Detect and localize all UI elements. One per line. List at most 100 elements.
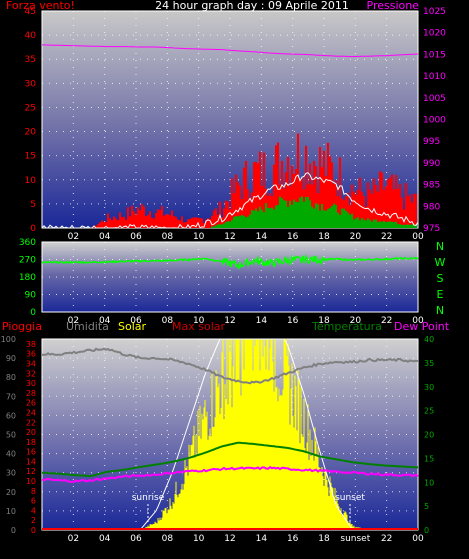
x-tick-label-p1-grid-5: 12 bbox=[224, 232, 235, 242]
direction-line bbox=[41, 254, 419, 270]
x-tick-label-p3-grid-4: 10 bbox=[193, 534, 205, 544]
y-right-tick-0: 975 bbox=[423, 224, 440, 234]
y-rain-tick-16: 32 bbox=[26, 369, 36, 378]
compass-w: W bbox=[435, 256, 446, 269]
compass-n-top: N bbox=[436, 240, 444, 253]
sunset-label: sunset bbox=[335, 493, 365, 503]
y-rain-tick-8: 16 bbox=[26, 448, 36, 457]
x-tick-label-p3-grid-9: sunset bbox=[340, 534, 370, 544]
y-rain-tick-15: 30 bbox=[26, 379, 36, 388]
y-right-tick-9: 1020 bbox=[423, 29, 446, 39]
y-rain-tick-19: 38 bbox=[26, 340, 36, 349]
x-tick-label-p2-grid-6: 14 bbox=[256, 316, 268, 326]
y-temp-tick-6: 30 bbox=[424, 383, 434, 392]
legend-solar: Solar bbox=[118, 320, 147, 333]
y-rain-tick-1: 2 bbox=[31, 516, 36, 525]
y-temp-tick-5: 25 bbox=[424, 407, 434, 416]
x-tick-label-p2-grid-4: 10 bbox=[193, 316, 205, 326]
y-hum-tick-7: 70 bbox=[6, 392, 16, 401]
y-rain-tick-18: 36 bbox=[26, 350, 36, 359]
x-tick-label-p1-grid-9: 20 bbox=[350, 232, 362, 242]
y-hum-tick-4: 40 bbox=[6, 450, 16, 459]
y-rain-tick-14: 28 bbox=[26, 389, 36, 398]
axis-labels: 02 04 06 08 10 12 14 16 18 20 22 000510152025303540… bbox=[1, 7, 446, 544]
panel-direction-grid bbox=[42, 241, 419, 313]
x-tick-label-p2-grid-9: 20 bbox=[350, 316, 362, 326]
y-temp-tick-1: 5 bbox=[424, 502, 429, 511]
x-tick-label-p1-grid-6: 14 bbox=[256, 232, 268, 242]
panel-climate-series bbox=[41, 338, 419, 531]
legend-rain: Pioggia bbox=[2, 320, 42, 333]
y-temp-tick-2: 10 bbox=[424, 478, 434, 487]
y-rain-tick-17: 34 bbox=[26, 359, 36, 368]
climate-legend: Pioggia Umidita Solar Max solar Temperat… bbox=[2, 320, 450, 333]
y-dir-tick-1: 90 bbox=[25, 291, 37, 301]
y-rain-tick-5: 10 bbox=[26, 477, 36, 486]
y-rain-tick-9: 18 bbox=[26, 438, 36, 447]
x-tick-label-p2-grid-5: 12 bbox=[224, 316, 235, 326]
y-rain-tick-12: 24 bbox=[26, 408, 36, 417]
y-rain-tick-11: 22 bbox=[26, 418, 36, 427]
y-rain-tick-2: 4 bbox=[31, 506, 36, 515]
y-temp-tick-7: 35 bbox=[424, 359, 434, 368]
y-hum-tick-9: 90 bbox=[6, 354, 16, 363]
temperature-line bbox=[41, 441, 419, 478]
compass-e: E bbox=[437, 288, 444, 301]
gust-avg-line bbox=[41, 172, 419, 229]
legend-dew-point: Dew Point bbox=[394, 320, 450, 333]
legend-max-solar: Max solar bbox=[172, 320, 225, 333]
y-right-tick-3: 990 bbox=[423, 159, 440, 169]
x-tick-label-p2-grid-11: 00 bbox=[412, 316, 424, 326]
y-right-tick-8: 1015 bbox=[423, 50, 446, 60]
x-tick-label-p1-grid-3: 08 bbox=[162, 232, 174, 242]
x-tick-label-p1-grid-7: 16 bbox=[287, 232, 299, 242]
y-hum-tick-1: 10 bbox=[6, 507, 16, 516]
y-hum-tick-0: 0 bbox=[11, 526, 16, 535]
x-tick-label-p3-grid-11: 00 bbox=[412, 534, 424, 544]
y-rain-tick-3: 6 bbox=[31, 497, 36, 506]
x-tick-label-p1-grid-0: 02 bbox=[68, 232, 79, 242]
x-tick-label-p2-grid-3: 08 bbox=[162, 316, 174, 326]
legend-humidity: Umidita bbox=[66, 320, 109, 333]
y-right-tick-6: 1005 bbox=[423, 94, 446, 104]
legend-temperature: Temperatura bbox=[311, 320, 382, 333]
y-left-tick-4: 20 bbox=[25, 128, 37, 138]
y-rain-tick-6: 12 bbox=[26, 467, 36, 476]
x-tick-label-p3-grid-2: 06 bbox=[130, 534, 142, 544]
header-left-label: Forza vento! bbox=[6, 0, 75, 12]
y-right-tick-7: 1010 bbox=[423, 72, 446, 82]
x-tick-label-p1-grid-10: 22 bbox=[381, 232, 392, 242]
y-rain-tick-0: 0 bbox=[31, 526, 36, 535]
y-right-tick-5: 1000 bbox=[423, 116, 446, 126]
x-tick-label-p1-grid-11: 00 bbox=[412, 232, 424, 242]
x-tick-label-p1-grid-2: 06 bbox=[130, 232, 142, 242]
y-hum-tick-6: 60 bbox=[6, 411, 16, 420]
y-dir-tick-3: 270 bbox=[19, 256, 36, 266]
x-tick-label-p2-grid-1: 04 bbox=[99, 316, 111, 326]
y-right-tick-10: 1025 bbox=[423, 7, 446, 17]
compass-n-bottom: N bbox=[436, 304, 444, 317]
x-tick-label-p1-grid-8: 18 bbox=[318, 232, 330, 242]
y-dir-tick-0: 0 bbox=[30, 308, 36, 318]
x-tick-label-p3-grid-7: 16 bbox=[287, 534, 299, 544]
x-tick-label-p3-grid-6: 14 bbox=[256, 534, 268, 544]
panel-direction-series bbox=[41, 254, 419, 270]
y-hum-tick-2: 20 bbox=[6, 488, 16, 497]
x-tick-label-p3-grid-5: 12 bbox=[224, 534, 235, 544]
x-tick-label-p2-grid-7: 16 bbox=[287, 316, 299, 326]
y-left-tick-5: 25 bbox=[25, 103, 36, 113]
y-temp-tick-8: 40 bbox=[424, 335, 434, 344]
panel-wind-series bbox=[41, 44, 419, 229]
y-temp-tick-4: 20 bbox=[424, 431, 434, 440]
x-tick-label-p2-grid-0: 02 bbox=[68, 316, 79, 326]
y-left-tick-3: 15 bbox=[25, 152, 36, 162]
sunrise-label: sunrise bbox=[132, 493, 165, 503]
x-tick-label-p3-grid-3: 08 bbox=[162, 534, 174, 544]
y-rain-tick-13: 26 bbox=[26, 399, 36, 408]
y-temp-tick-0: 0 bbox=[424, 526, 429, 535]
x-tick-label-p1-grid-4: 10 bbox=[193, 232, 205, 242]
y-right-tick-1: 980 bbox=[423, 202, 440, 212]
header-right-label: Pressione bbox=[367, 0, 420, 12]
y-rain-tick-7: 14 bbox=[26, 457, 36, 466]
